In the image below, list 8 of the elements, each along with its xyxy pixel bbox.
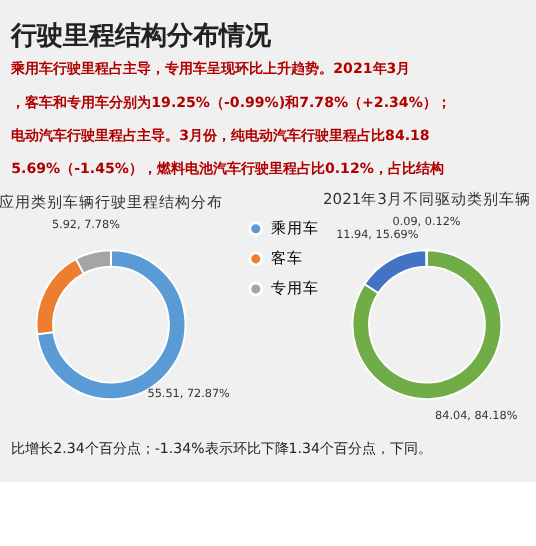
chart-title: 2021年3月不同驱动类别车辆 — [323, 190, 531, 209]
legend-label: 乘用车 — [270, 218, 319, 237]
legend-label: 客车 — [270, 248, 303, 267]
text: 行驶里程结构分布情况 — [9, 22, 274, 53]
donut-slice — [36, 249, 187, 401]
donut-slice — [351, 249, 503, 401]
chart-title: 应用类别车辆行驶里程结构分布 — [0, 193, 223, 212]
legend-label: 专用车 — [270, 278, 319, 297]
